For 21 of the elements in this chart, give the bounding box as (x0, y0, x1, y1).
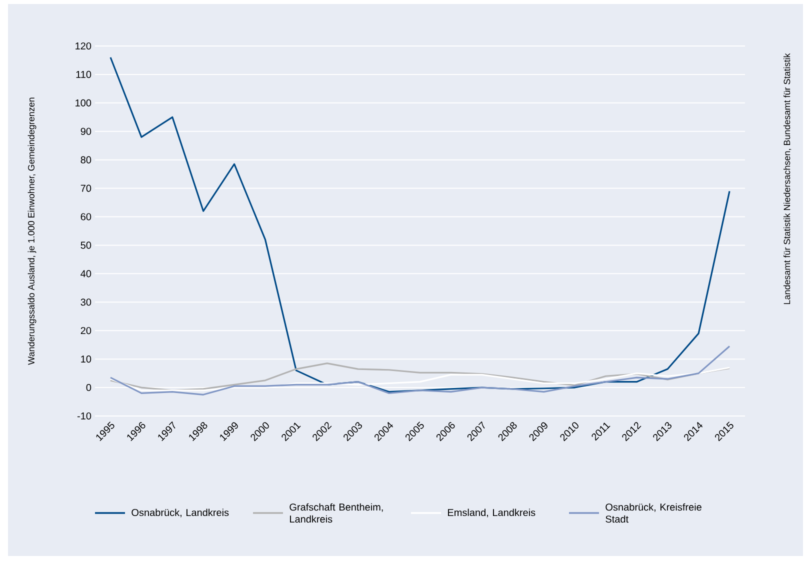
legend-label: Osnabrück, Kreisfreie Stadt (606, 503, 702, 523)
text: Landesamt für Statistik Niedersachsen, Bundesamt für Statistik (784, 53, 792, 304)
legend-label: Osnabrück, Landkreis (132, 508, 229, 518)
y-tick-label: 10 (81, 356, 92, 363)
y-tick-label: 60 (80, 213, 92, 220)
y-tick-label: 70 (80, 184, 92, 192)
y-tick-label: 20 (80, 327, 92, 334)
y-axis-title: Wanderungssaldo Ausland, je 1.000 Einwohner, Gemeindegrenzen (28, 98, 36, 365)
y-tick-label: 80 (80, 156, 92, 164)
y-tick-label: 90 (80, 128, 92, 135)
y-tick-label: 30 (80, 298, 92, 306)
y-tick-label: 50 (80, 242, 92, 249)
y-tick-label: 0 (86, 384, 92, 392)
y-tick-label: 110 (76, 70, 92, 78)
y-tick-label: -10 (77, 412, 92, 420)
y-tick-label: 100 (76, 99, 92, 106)
line-series (110, 56, 730, 393)
legend-label: Grafschaft Bentheim, Landkreis (290, 503, 383, 523)
y-tick-label: 120 (76, 42, 92, 50)
legend-label: Emsland, Landkreis (448, 508, 536, 518)
y-tick-label: 40 (80, 270, 92, 278)
